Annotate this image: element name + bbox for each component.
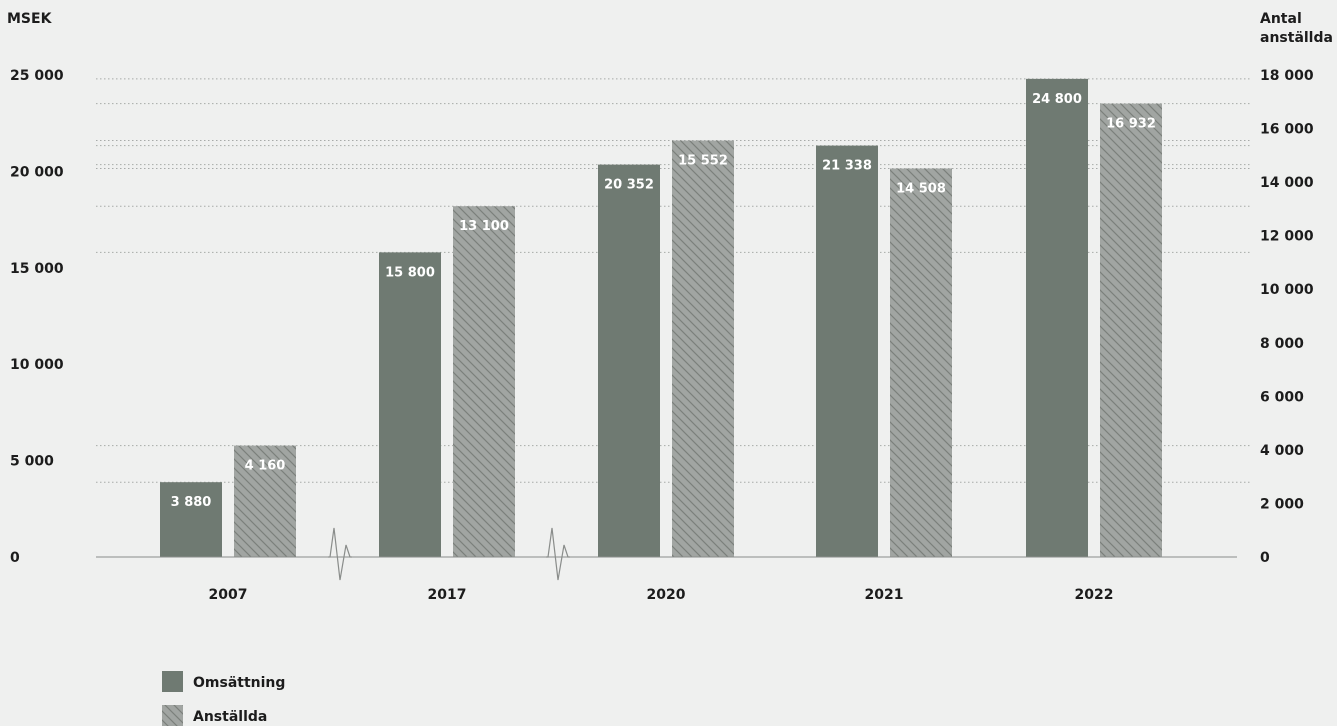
left-tick-label: 5 000 — [10, 454, 54, 470]
value-label-anstallda: 15 552 — [678, 154, 728, 169]
bar-omsattning-2021 — [816, 145, 878, 557]
left-tick-label: 0 — [10, 550, 20, 566]
right-axis-title-line1: Antal — [1260, 11, 1302, 27]
legend: Omsättning Anställda — [162, 671, 285, 726]
bar-omsattning-2017 — [379, 252, 441, 557]
value-label-anstallda: 14 508 — [896, 182, 946, 197]
value-label-anstallda: 4 160 — [245, 459, 286, 474]
bars — [160, 78, 1162, 557]
left-tick-label: 15 000 — [10, 261, 64, 277]
value-label-omsattning: 3 880 — [171, 495, 212, 510]
legend-swatch-omsattning — [162, 671, 183, 692]
right-tick-label: 12 000 — [1260, 229, 1314, 245]
left-tick-label: 25 000 — [10, 68, 64, 84]
axis-break-icon — [328, 527, 352, 581]
legend-label-anstallda: Anställda — [193, 709, 267, 725]
right-tick-label: 10 000 — [1260, 282, 1314, 298]
right-tick-label: 6 000 — [1260, 389, 1304, 405]
axis-break-icon — [546, 527, 570, 581]
legend-swatch-anstallda — [162, 705, 183, 726]
bar-anstallda-2022 — [1100, 103, 1162, 557]
right-tick-label: 0 — [1260, 550, 1270, 566]
category-label: 2007 — [209, 587, 248, 603]
right-tick-label: 14 000 — [1260, 175, 1314, 191]
axis-breaks — [328, 527, 570, 581]
left-tick-label: 20 000 — [10, 164, 64, 180]
category-labels: 2007 2017 2020 2021 2022 — [209, 587, 1114, 603]
bar-anstallda-2021 — [890, 168, 952, 557]
right-tick-label: 18 000 — [1260, 68, 1314, 84]
bar-anstallda-2020 — [672, 140, 734, 557]
value-label-omsattning: 21 338 — [822, 159, 872, 174]
category-label: 2020 — [647, 587, 686, 603]
bar-anstallda-2007 — [234, 445, 296, 557]
right-axis-ticks: 0 2 000 4 000 6 000 8 000 10 000 12 000 14 000 1… — [1260, 68, 1314, 566]
value-label-omsattning: 20 352 — [604, 178, 654, 193]
value-label-anstallda: 13 100 — [459, 219, 509, 234]
right-tick-label: 8 000 — [1260, 336, 1304, 352]
value-label-omsattning: 15 800 — [385, 265, 435, 280]
bar-omsattning-2007 — [160, 482, 222, 557]
value-label-anstallda: 16 932 — [1106, 117, 1156, 132]
right-axis-title-line2: anställda — [1260, 30, 1333, 46]
right-tick-label: 2 000 — [1260, 496, 1304, 512]
left-axis-title: MSEK — [7, 11, 53, 27]
category-label: 2021 — [865, 587, 904, 603]
value-label-omsattning: 24 800 — [1032, 92, 1082, 107]
bar-omsattning-2020 — [598, 164, 660, 557]
left-axis-ticks: 0 5 000 10 000 15 000 20 000 25 000 — [10, 68, 64, 566]
category-label: 2017 — [428, 587, 467, 603]
right-tick-label: 4 000 — [1260, 443, 1304, 459]
left-tick-label: 10 000 — [10, 357, 64, 373]
value-labels: 3 880 4 160 15 800 13 100 20 352 15 552 21 338… — [171, 92, 1156, 510]
bar-omsattning-2022 — [1026, 78, 1088, 557]
right-tick-label: 16 000 — [1260, 122, 1314, 138]
legend-label-omsattning: Omsättning — [193, 675, 285, 691]
bar-anstallda-2017 — [453, 206, 515, 557]
category-label: 2022 — [1075, 587, 1114, 603]
